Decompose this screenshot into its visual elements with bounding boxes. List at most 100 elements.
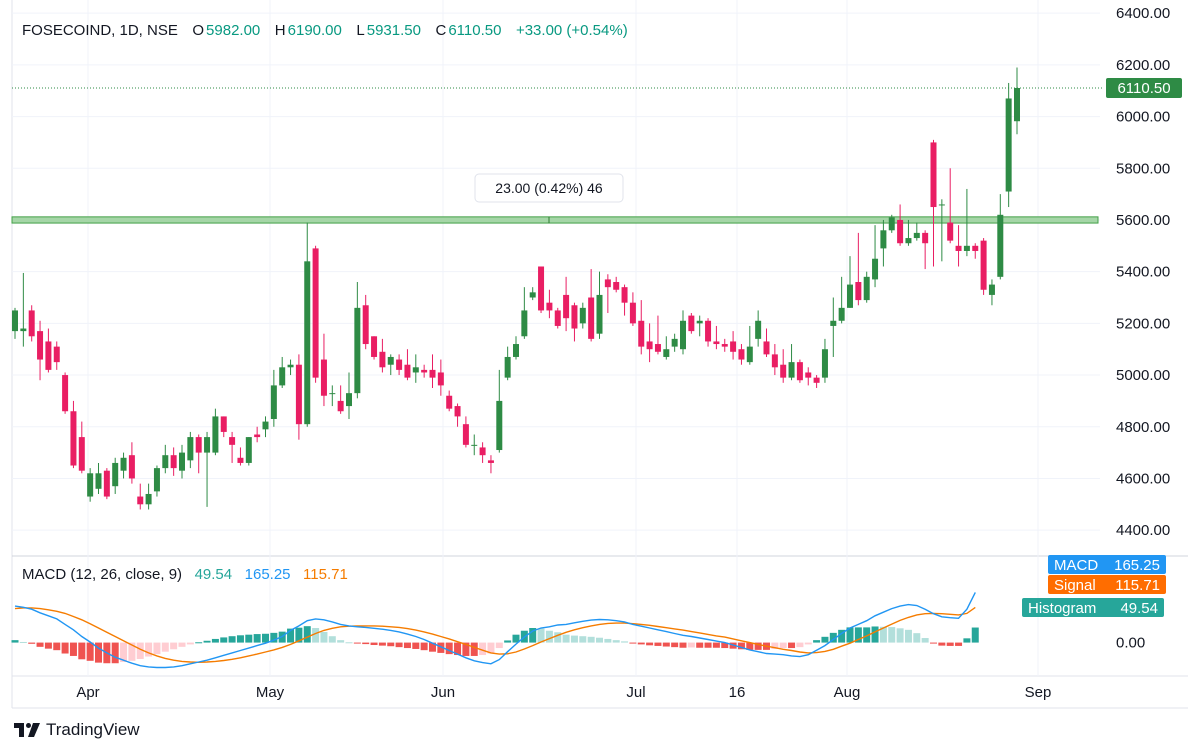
candle-down[interactable] bbox=[646, 341, 653, 350]
candle-down[interactable] bbox=[771, 354, 778, 368]
candle-down[interactable] bbox=[705, 320, 712, 342]
candle-down[interactable] bbox=[295, 364, 302, 425]
candle-down[interactable] bbox=[487, 460, 494, 463]
candle-up[interactable] bbox=[262, 421, 269, 430]
candle-up[interactable] bbox=[471, 444, 478, 446]
candle-down[interactable] bbox=[621, 287, 628, 303]
candle-down[interactable] bbox=[45, 341, 52, 370]
candle-up[interactable] bbox=[179, 452, 185, 471]
candle-up[interactable] bbox=[830, 320, 837, 326]
candle-up[interactable] bbox=[204, 437, 211, 453]
candle-down[interactable] bbox=[629, 302, 636, 324]
candle-up[interactable] bbox=[746, 346, 753, 363]
candle-up[interactable] bbox=[938, 204, 945, 206]
candle-down[interactable] bbox=[170, 455, 177, 469]
candle-down[interactable] bbox=[337, 400, 344, 412]
candle-up[interactable] bbox=[579, 307, 586, 324]
candle-up[interactable] bbox=[145, 493, 152, 505]
candle-down[interactable] bbox=[538, 266, 545, 311]
candle-up[interactable] bbox=[120, 457, 127, 471]
candle-up[interactable] bbox=[12, 310, 18, 332]
candle-down[interactable] bbox=[28, 310, 35, 337]
candle-down[interactable] bbox=[604, 279, 611, 288]
candle-down[interactable] bbox=[396, 359, 403, 370]
candle-down[interactable] bbox=[446, 395, 453, 409]
candle-down[interactable] bbox=[554, 310, 561, 326]
candle-down[interactable] bbox=[972, 245, 979, 251]
candle-up[interactable] bbox=[788, 362, 795, 378]
candle-up[interactable] bbox=[696, 320, 703, 324]
candle-up[interactable] bbox=[270, 385, 277, 419]
candle-down[interactable] bbox=[454, 406, 461, 417]
candle-up[interactable] bbox=[821, 349, 828, 378]
candle-up[interactable] bbox=[329, 393, 336, 395]
tradingview-logo[interactable]: TradingView bbox=[14, 720, 140, 740]
candle-down[interactable] bbox=[371, 336, 378, 357]
candle-up[interactable] bbox=[988, 284, 995, 295]
candle-up[interactable] bbox=[596, 294, 603, 334]
candle-down[interactable] bbox=[421, 369, 428, 373]
candle-down[interactable] bbox=[897, 219, 904, 244]
candle-down[interactable] bbox=[930, 142, 937, 208]
candle-down[interactable] bbox=[613, 282, 620, 290]
candle-up[interactable] bbox=[671, 338, 678, 347]
candle-up[interactable] bbox=[888, 217, 895, 231]
candle-down[interactable] bbox=[312, 248, 319, 378]
candle-down[interactable] bbox=[796, 362, 803, 381]
candle-down[interactable] bbox=[563, 294, 570, 319]
candle-up[interactable] bbox=[863, 276, 870, 301]
candle-up[interactable] bbox=[963, 245, 970, 251]
candle-up[interactable] bbox=[187, 437, 194, 461]
candle-down[interactable] bbox=[229, 437, 236, 445]
candle-down[interactable] bbox=[571, 305, 578, 329]
candle-down[interactable] bbox=[738, 349, 745, 360]
candle-up[interactable] bbox=[245, 437, 252, 463]
candle-down[interactable] bbox=[763, 341, 770, 355]
candle-up[interactable] bbox=[153, 468, 160, 492]
candle-down[interactable] bbox=[78, 437, 85, 471]
candle-up[interactable] bbox=[838, 307, 845, 321]
candle-down[interactable] bbox=[362, 305, 369, 345]
candle-down[interactable] bbox=[320, 359, 327, 396]
candle-down[interactable] bbox=[437, 372, 444, 386]
candle-up[interactable] bbox=[521, 310, 528, 337]
candle-up[interactable] bbox=[997, 214, 1004, 277]
candle-down[interactable] bbox=[128, 455, 135, 479]
candle-down[interactable] bbox=[195, 437, 202, 453]
candle-up[interactable] bbox=[1005, 98, 1012, 192]
candle-down[interactable] bbox=[62, 375, 69, 412]
candle-up[interactable] bbox=[872, 258, 879, 280]
candle-down[interactable] bbox=[103, 470, 110, 497]
candle-down[interactable] bbox=[922, 232, 929, 244]
macd-line[interactable] bbox=[14, 592, 976, 669]
candle-up[interactable] bbox=[663, 349, 670, 357]
candle-down[interactable] bbox=[805, 372, 812, 378]
candle-up[interactable] bbox=[847, 284, 853, 308]
candle-up[interactable] bbox=[513, 344, 519, 357]
candle-down[interactable] bbox=[429, 369, 436, 378]
candle-up[interactable] bbox=[20, 328, 27, 332]
candle-down[interactable] bbox=[254, 434, 261, 438]
candle-up[interactable] bbox=[279, 367, 286, 386]
symbol-title[interactable]: FOSECOIND, 1D, NSE bbox=[22, 22, 178, 39]
candle-up[interactable] bbox=[346, 393, 352, 407]
candle-down[interactable] bbox=[947, 222, 954, 241]
candle-down[interactable] bbox=[137, 496, 144, 505]
candle-down[interactable] bbox=[37, 331, 44, 360]
candle-down[interactable] bbox=[638, 320, 645, 347]
candle-up[interactable] bbox=[680, 320, 686, 350]
candle-down[interactable] bbox=[654, 344, 661, 352]
candle-down[interactable] bbox=[546, 302, 553, 311]
candle-up[interactable] bbox=[304, 261, 311, 425]
candle-up[interactable] bbox=[212, 416, 219, 453]
candle-up[interactable] bbox=[95, 473, 102, 489]
candle-up[interactable] bbox=[905, 238, 912, 244]
candle-down[interactable] bbox=[462, 424, 469, 445]
candle-down[interactable] bbox=[688, 315, 695, 332]
resistance-band[interactable] bbox=[11, 216, 1099, 224]
candle-up[interactable] bbox=[412, 367, 419, 373]
candle-down[interactable] bbox=[588, 297, 595, 339]
candle-up[interactable] bbox=[162, 455, 169, 469]
candle-down[interactable] bbox=[479, 447, 486, 456]
candle-down[interactable] bbox=[379, 351, 386, 368]
